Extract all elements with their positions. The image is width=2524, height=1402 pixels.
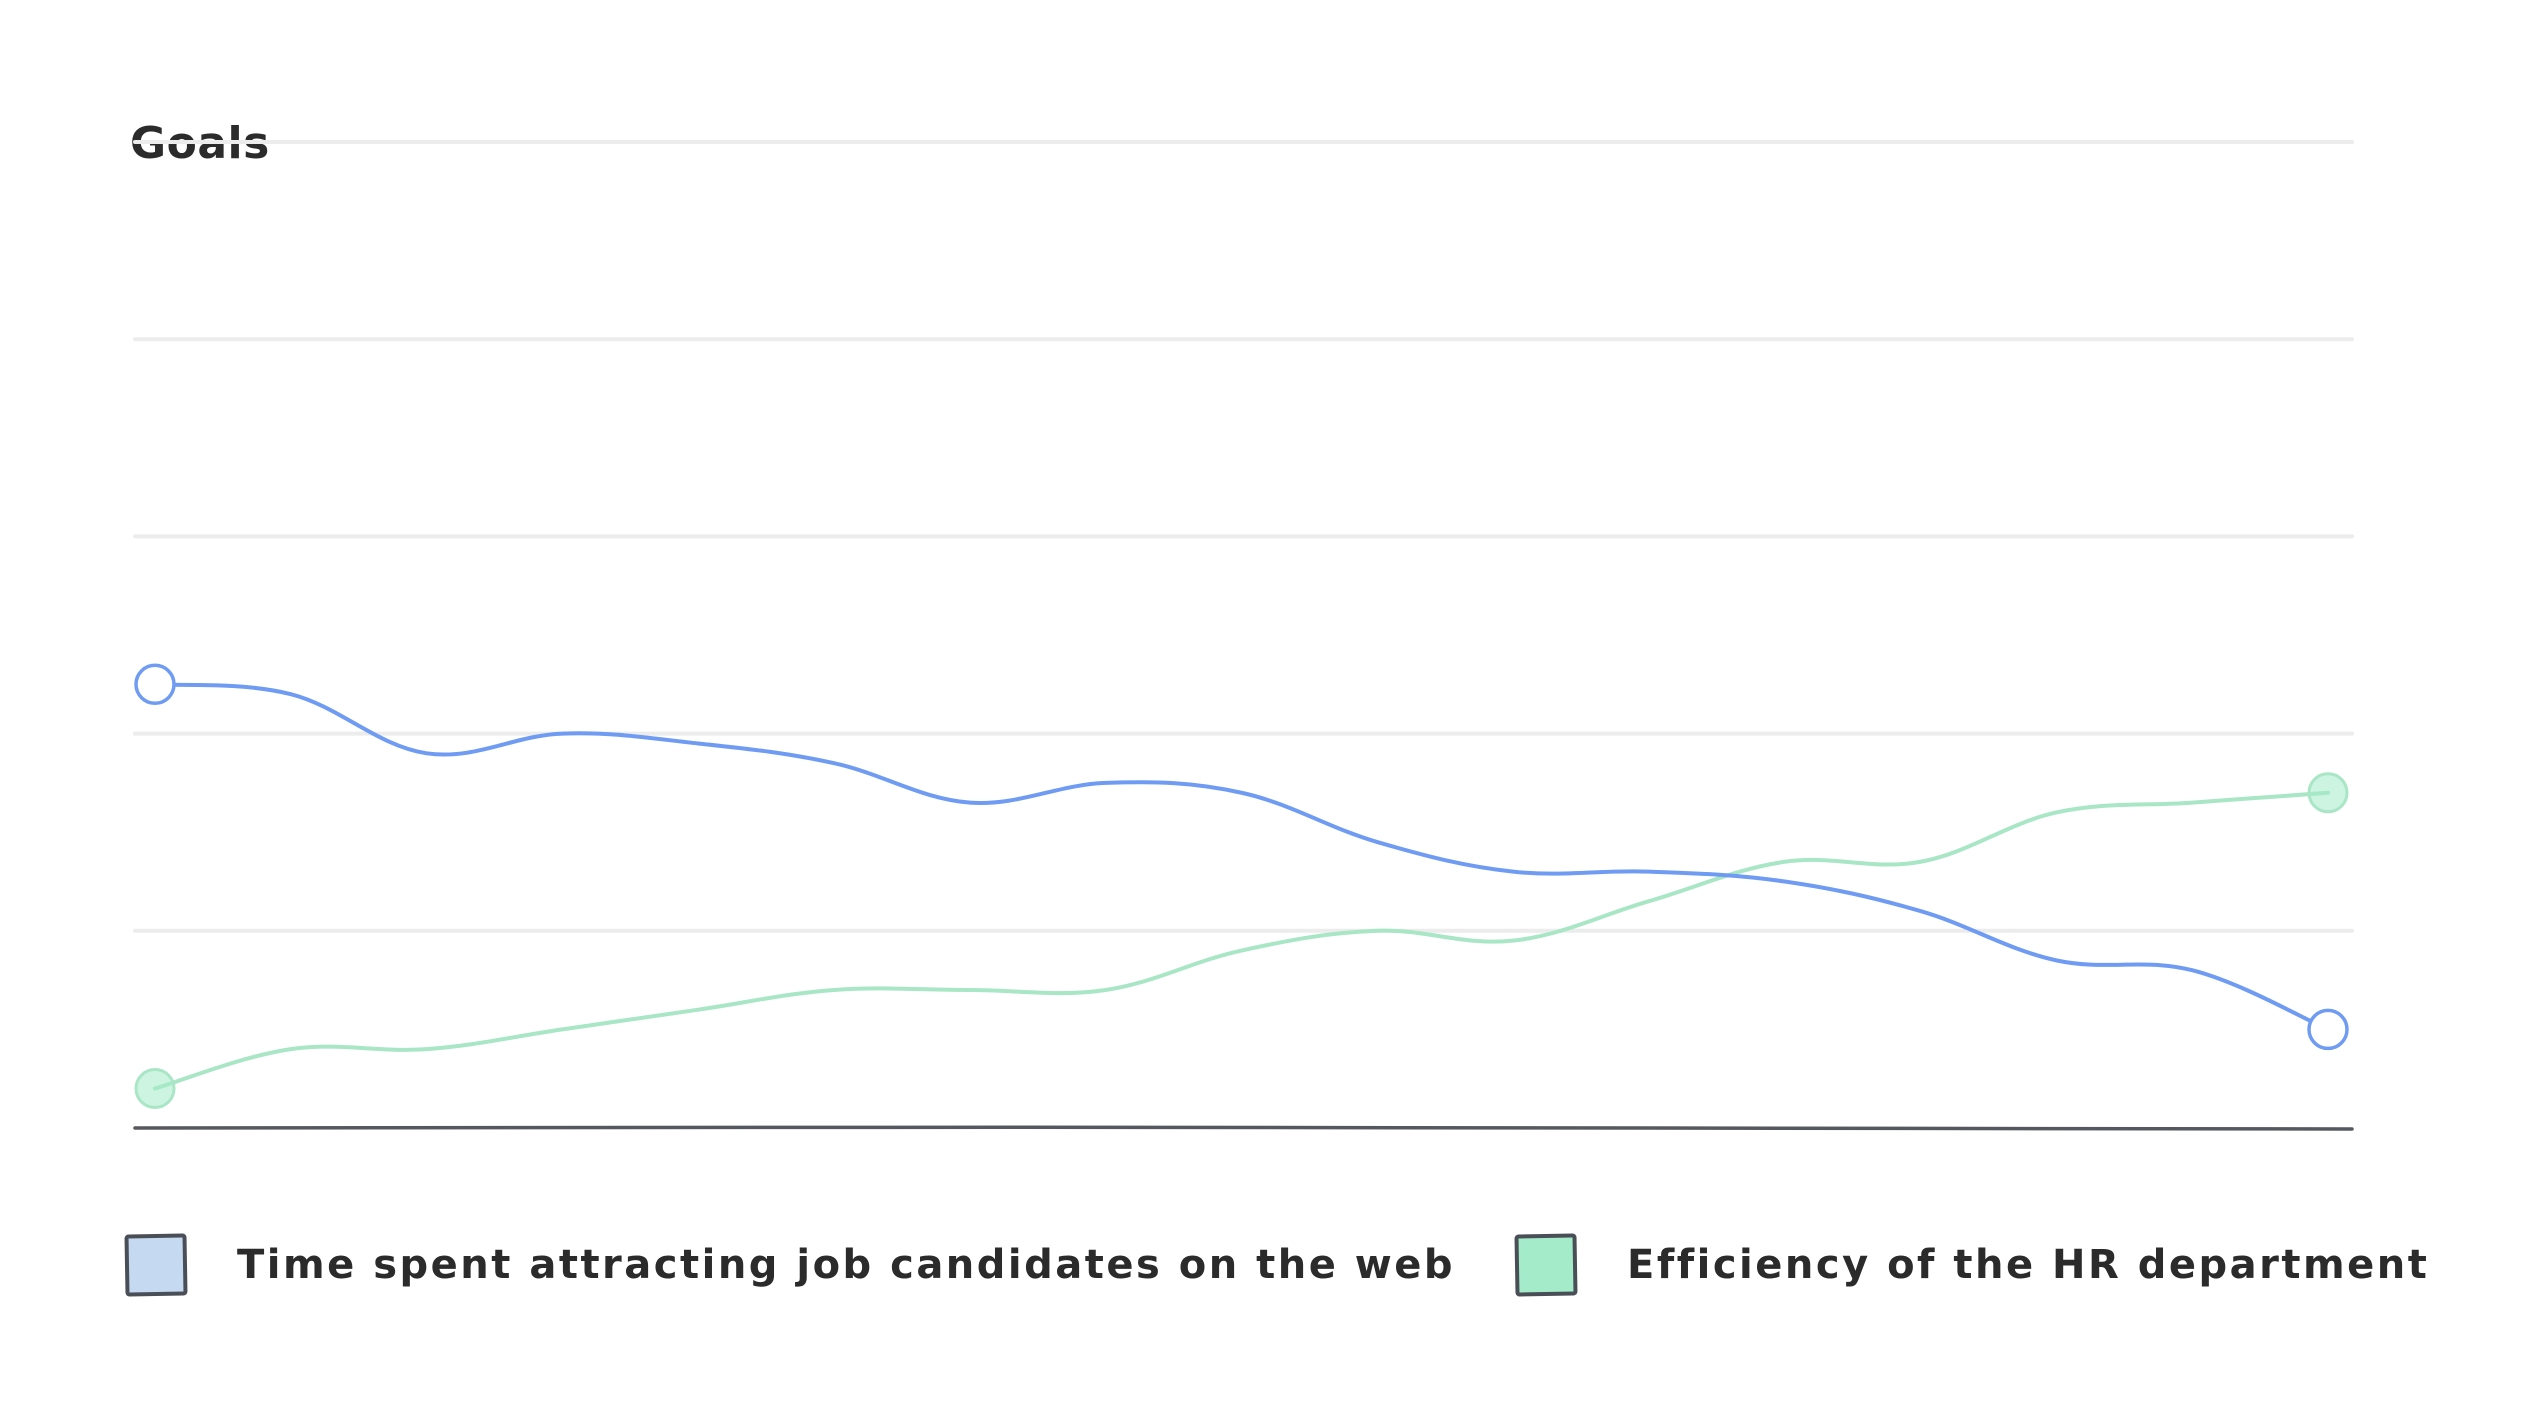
data-point-hr-efficiency-start	[134, 1068, 176, 1110]
axis-layer	[133, 1125, 2354, 1131]
legend-swatch-time-spent	[124, 1233, 188, 1297]
legend-swatch-hr-efficiency	[1514, 1233, 1578, 1297]
data-point-time-spent-start	[134, 663, 176, 706]
series-line-hr-efficiency	[153, 790, 2330, 1091]
legend-label-hr-efficiency: Efficiency of the HR department	[1627, 1242, 2430, 1288]
legend-item-time-spent[interactable]: Time spent attracting job candidates on …	[124, 1233, 1455, 1297]
grid-layer	[133, 140, 2354, 933]
x-axis-line	[133, 1125, 2354, 1131]
legend-item-hr-efficiency[interactable]: Efficiency of the HR department	[1514, 1233, 2430, 1297]
series-layer	[134, 663, 2349, 1110]
data-point-hr-efficiency-end	[2307, 772, 2349, 814]
legend: Time spent attracting job candidates on …	[124, 1230, 2489, 1300]
legend-label-time-spent: Time spent attracting job candidates on …	[237, 1242, 1455, 1288]
data-point-time-spent-end	[2307, 1008, 2349, 1051]
series-line-time-spent	[153, 682, 2330, 1032]
